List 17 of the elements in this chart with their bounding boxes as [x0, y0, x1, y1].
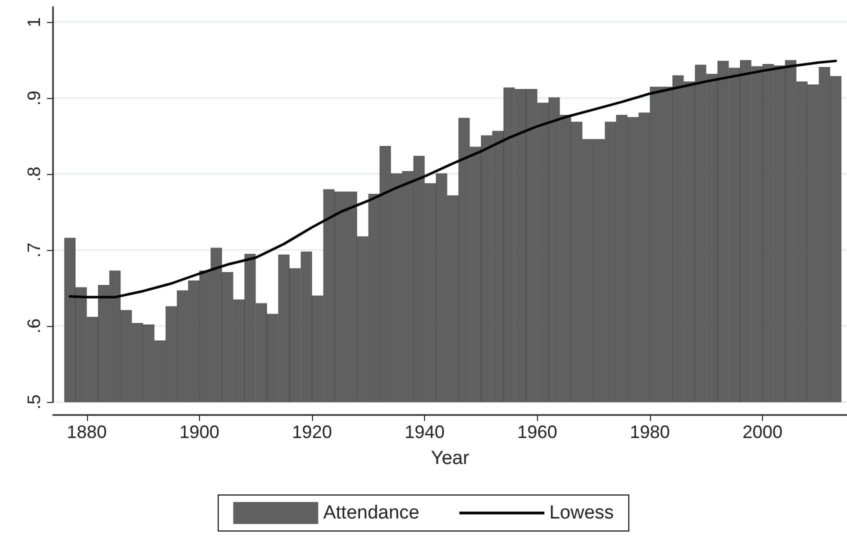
y-tick-label: .7 — [24, 242, 44, 258]
x-tick-label: 1900 — [179, 422, 220, 442]
x-tick-label: 1920 — [292, 422, 332, 442]
x-axis-title: Year — [430, 448, 470, 469]
y-tick-label: .8 — [24, 166, 44, 182]
x-tick-label: 1880 — [66, 422, 107, 442]
x-tick-label: 1980 — [630, 422, 670, 442]
x-tick-label: 1960 — [517, 422, 558, 442]
y-tick-label: .6 — [24, 318, 44, 334]
x-tick-label: 1940 — [404, 422, 445, 442]
legend-label: Attendance — [323, 502, 420, 524]
y-tick-label: 1 — [24, 17, 44, 28]
legend-label: Lowess — [549, 502, 614, 524]
y-tick-label: .9 — [24, 90, 44, 106]
x-tick-label: 2000 — [742, 422, 783, 442]
line-series — [68, 60, 837, 298]
y-tick-label: .5 — [24, 394, 44, 410]
